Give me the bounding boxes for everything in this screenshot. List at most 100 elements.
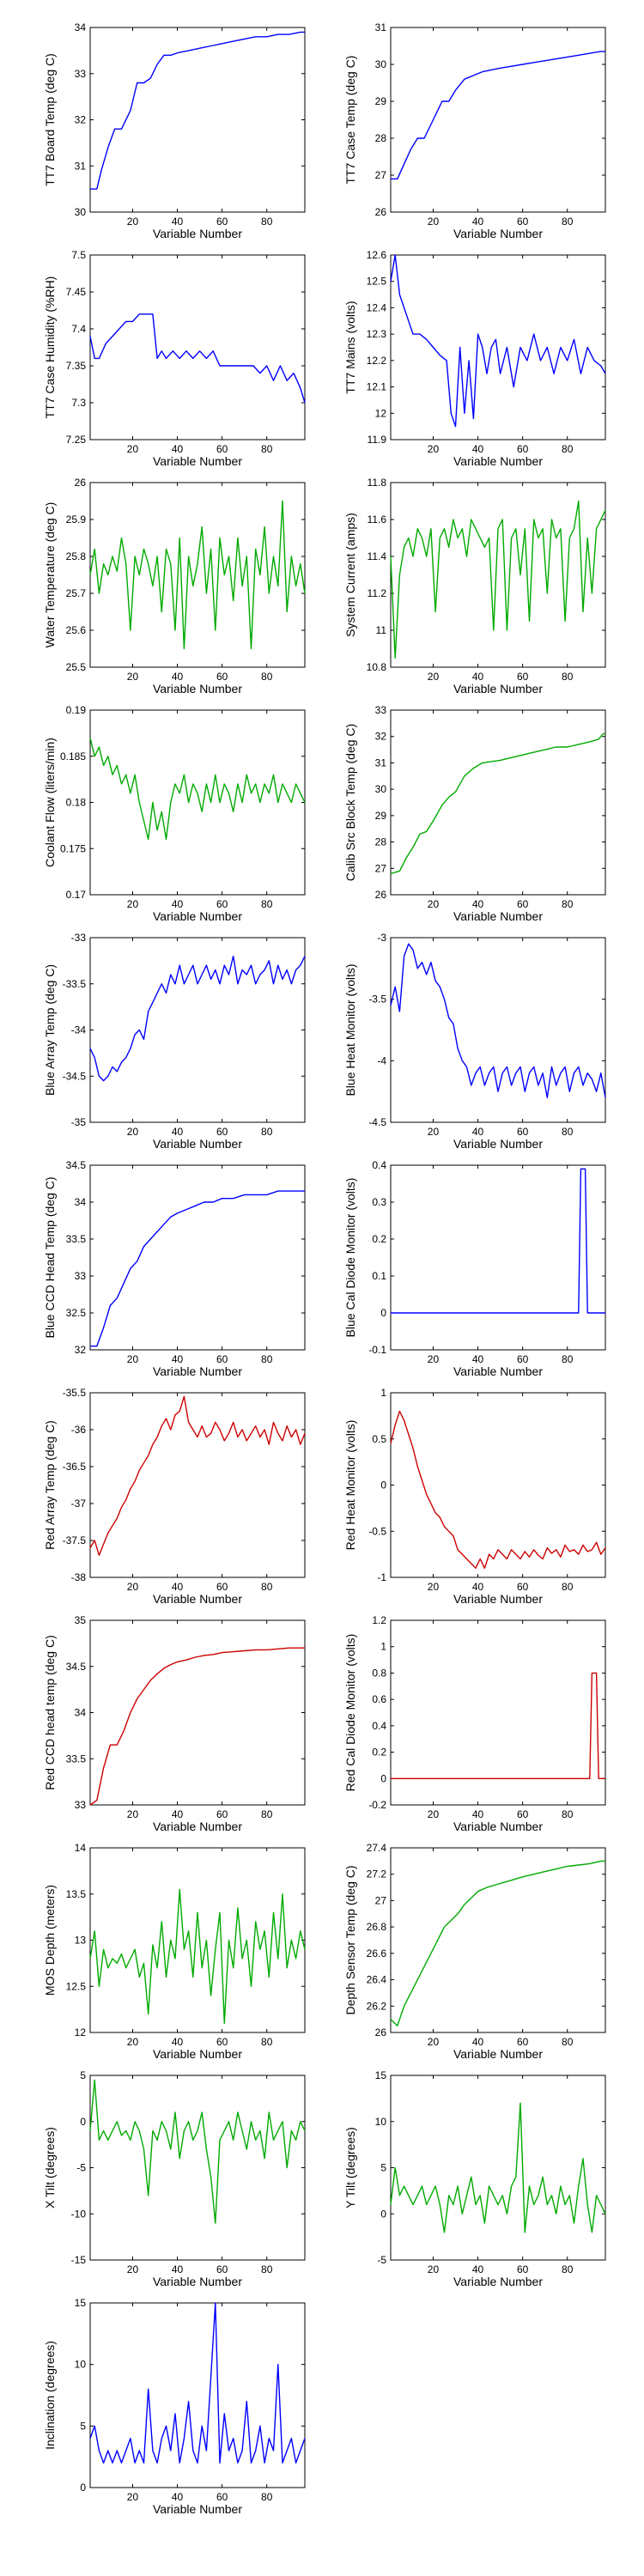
y-tick-label: 7.25 xyxy=(66,434,87,446)
y-tick-label: -0.5 xyxy=(368,1525,386,1537)
x-tick-label: 40 xyxy=(472,898,484,910)
x-tick-label: 40 xyxy=(472,1353,484,1365)
chart-panel: -0.2 0 0.2 0.4 0.6 0.8 1 1.2 20 40 60 80 Variable Nu… xyxy=(343,1614,606,1833)
y-tick-label: 7.35 xyxy=(66,360,87,372)
y-tick-label: 11.8 xyxy=(368,477,387,489)
x-axis-label: Variable Number xyxy=(153,1137,242,1151)
y-tick-label: 26.6 xyxy=(367,1947,387,1959)
plot-area xyxy=(390,1847,606,2033)
y-tick-label: 0.1 xyxy=(372,1270,386,1282)
y-tick-label: -37 xyxy=(71,1498,87,1510)
x-axis-label: Variable Number xyxy=(153,1820,242,1833)
plot-area xyxy=(390,254,606,440)
y-tick-label: 11 xyxy=(376,624,387,636)
x-tick-label: 40 xyxy=(172,2036,184,2048)
chart-panel: -5 0 5 10 15 20 40 60 80 Variable Number Y Tilt (d… xyxy=(343,2069,606,2288)
y-tick-label: -37.5 xyxy=(63,1534,87,1546)
x-tick-label: 40 xyxy=(172,1808,184,1820)
series-line xyxy=(89,500,306,650)
chart-panel: 11.9 12 12.1 12.2 12.3 12.4 12.5 12.6 20 40 60 80 Va… xyxy=(343,249,606,468)
y-tick-label: 14 xyxy=(75,1842,87,1854)
series-line xyxy=(89,1888,306,2025)
x-tick-label: 40 xyxy=(172,1353,184,1365)
y-tick-label: 1.2 xyxy=(372,1614,386,1626)
y-tick-label: -0.1 xyxy=(368,1344,386,1356)
x-axis-label: Variable Number xyxy=(453,2275,543,2288)
y-tick-label: 12.4 xyxy=(367,301,387,313)
x-axis-label: Variable Number xyxy=(453,454,543,468)
x-tick-label: 60 xyxy=(216,1808,228,1820)
x-tick-label: 40 xyxy=(472,1126,484,1138)
y-tick-label: 1 xyxy=(380,1641,386,1653)
x-tick-label: 20 xyxy=(127,443,139,455)
x-tick-label: 20 xyxy=(127,2263,139,2275)
y-tick-label: 5 xyxy=(80,2069,86,2081)
x-tick-label: 40 xyxy=(472,2263,484,2275)
y-tick-label: -0.2 xyxy=(368,1799,386,1811)
x-axis-label: Variable Number xyxy=(453,227,543,240)
x-tick-label: 80 xyxy=(261,1126,273,1138)
x-axis-label: Variable Number xyxy=(153,454,242,468)
x-tick-label: 80 xyxy=(261,898,273,910)
y-axis-label: X Tilt (degrees) xyxy=(43,2127,57,2208)
chart-panel: -15 -10 -5 0 5 20 40 60 80 Variable Number X Tilt … xyxy=(43,2069,306,2288)
x-tick-label: 40 xyxy=(172,2263,184,2275)
y-tick-label: 26 xyxy=(375,2026,387,2038)
x-axis-label: Variable Number xyxy=(153,227,242,240)
y-tick-label: 7.5 xyxy=(71,249,86,261)
y-tick-label: 0.17 xyxy=(66,889,87,901)
y-tick-label: 0.5 xyxy=(372,1433,386,1445)
chart-panel: -0.1 0 0.1 0.2 0.3 0.4 20 40 60 80 Variable Number… xyxy=(343,1159,606,1378)
y-tick-label: 0.4 xyxy=(372,1720,386,1732)
x-tick-label: 20 xyxy=(428,2036,440,2048)
x-tick-label: 40 xyxy=(172,443,184,455)
y-tick-label: 13 xyxy=(75,1935,87,1947)
x-tick-label: 60 xyxy=(517,216,529,228)
x-axis-label: Variable Number xyxy=(453,1137,543,1151)
x-axis-label: Variable Number xyxy=(453,1364,543,1378)
x-tick-label: 80 xyxy=(562,2263,574,2275)
y-tick-label: 33.5 xyxy=(66,1233,87,1245)
y-tick-label: 12.5 xyxy=(367,276,387,288)
x-tick-label: 80 xyxy=(261,1581,273,1593)
x-tick-label: 40 xyxy=(172,671,184,683)
y-tick-label: 27 xyxy=(375,862,387,874)
series-line xyxy=(391,1168,605,1314)
y-tick-label: 12.3 xyxy=(367,328,387,340)
plot-area xyxy=(89,1392,306,1578)
x-axis-label: Variable Number xyxy=(153,1364,242,1378)
series-line xyxy=(90,31,305,190)
y-tick-label: -33.5 xyxy=(63,978,87,990)
y-tick-label: 33 xyxy=(375,704,387,716)
y-axis-label: Y Tilt (degrees) xyxy=(343,2127,357,2208)
y-tick-label: 29 xyxy=(375,95,387,107)
x-axis-label: Variable Number xyxy=(153,2275,242,2288)
y-axis-label: Red Cal Diode Monitor (volts) xyxy=(343,1634,357,1792)
x-tick-label: 20 xyxy=(428,216,440,228)
y-tick-label: 5 xyxy=(80,2420,86,2432)
y-tick-label: 32 xyxy=(75,1344,87,1356)
plot-area xyxy=(89,1847,306,2033)
chart-panel: 10.8 11 11.2 11.4 11.6 11.8 20 40 60 80 Variable N… xyxy=(343,477,606,696)
y-axis-label: Blue Array Temp (deg C) xyxy=(43,964,57,1096)
y-tick-label: 26.4 xyxy=(367,1974,387,1986)
x-tick-label: 60 xyxy=(216,898,228,910)
y-tick-label: 33.5 xyxy=(66,1753,87,1765)
y-tick-label: 31 xyxy=(375,21,387,33)
x-tick-label: 20 xyxy=(127,1808,139,1820)
x-tick-label: 60 xyxy=(216,2036,228,2048)
x-tick-label: 80 xyxy=(261,216,273,228)
x-tick-label: 20 xyxy=(428,1126,440,1138)
y-tick-label: 0.8 xyxy=(372,1667,386,1679)
y-tick-label: 28 xyxy=(375,836,387,848)
chart-panel: 7.25 7.3 7.35 7.4 7.45 7.5 20 40 60 80 Variable Nu… xyxy=(43,249,306,468)
plot-area xyxy=(390,1619,606,1806)
y-tick-label: 7.3 xyxy=(71,397,86,409)
y-axis-label: Inclination (degrees) xyxy=(43,2341,57,2450)
y-tick-label: 0.4 xyxy=(372,1159,386,1171)
y-tick-label: -34 xyxy=(71,1024,87,1036)
y-tick-label: 31 xyxy=(375,756,387,769)
y-tick-label: 0.175 xyxy=(60,842,86,854)
x-tick-label: 40 xyxy=(472,1581,484,1593)
